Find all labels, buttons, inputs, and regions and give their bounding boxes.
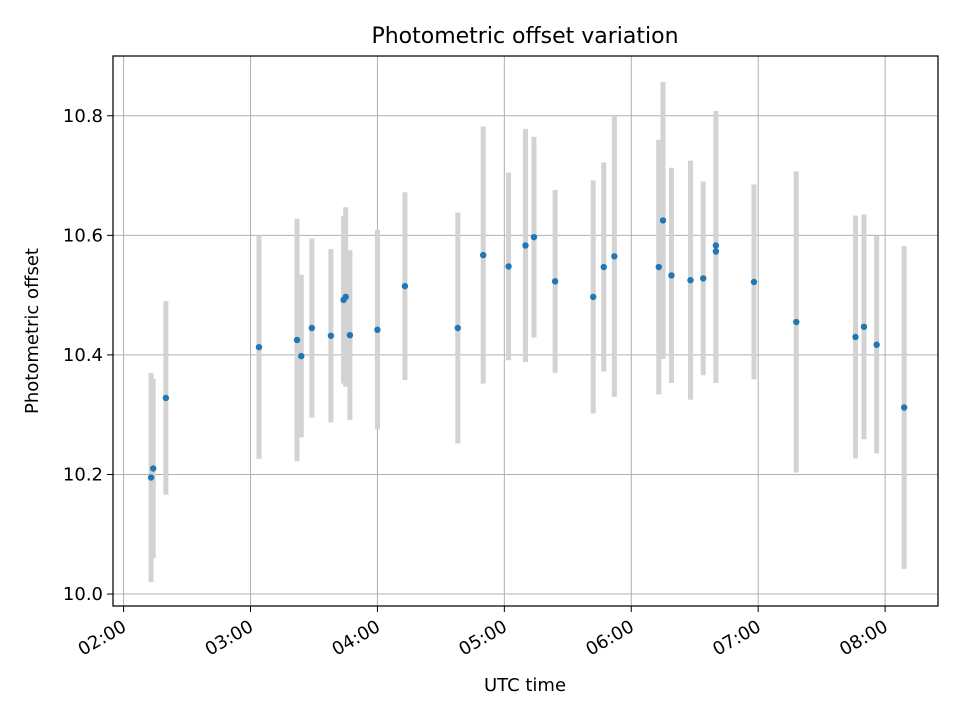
data-point [589,293,597,301]
data-point [900,404,908,411]
x-axis-label: UTC time [484,675,566,696]
data-point [712,248,720,255]
data-point [750,278,758,286]
data-point [293,336,301,344]
data-point [600,263,607,271]
data-point [860,323,868,331]
y-tick-label: 10.4 [63,345,103,366]
y-tick-label: 10.0 [63,584,103,605]
data-point [712,242,720,249]
data-point [454,324,462,332]
data-point [793,318,800,326]
grid [113,56,938,606]
y-tick-label: 10.2 [63,464,103,485]
data-point [852,333,859,341]
data-point [655,263,662,271]
data-point [149,465,157,472]
data-point [659,217,667,224]
data-point [611,253,618,260]
y-tick-label: 10.8 [63,106,103,127]
data-point [522,242,529,249]
data-point [668,272,675,279]
data-point [147,474,155,481]
data-point [255,343,263,351]
data-point [479,251,487,259]
data-point [505,263,512,270]
plot-frame [112,55,939,607]
data-point [551,278,559,285]
data-point [699,275,707,282]
data-point [308,324,316,332]
data-point [342,293,349,301]
y-axis-label: Photometric offset [22,248,43,414]
data-point [873,341,880,348]
y-axis: 10.0 10.2 10.4 10.6 10.8 [63,106,113,605]
data-point [530,233,538,241]
data-points [147,217,908,481]
data-point [374,326,381,334]
data-point [162,394,170,402]
chart-title: Photometric offset variation [371,24,678,49]
data-point [327,332,335,339]
data-point [401,282,409,290]
y-tick-label: 10.6 [63,225,103,246]
data-point [298,352,305,360]
data-point [346,331,354,339]
data-point [687,276,694,284]
